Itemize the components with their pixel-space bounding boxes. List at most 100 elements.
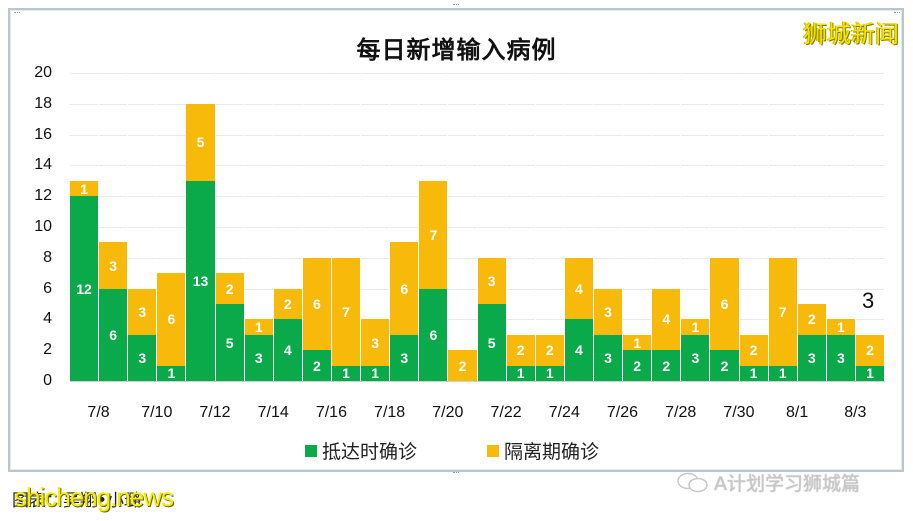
bar-segment-arrival: 1 [535,365,564,381]
x-tick-label: 7/28 [665,404,697,421]
bar-segment-quarantine: 2 [506,334,535,366]
y-tick-label: 8 [43,248,52,266]
legend-swatch-green-icon [305,444,317,457]
bar-segment-quarantine: 1 [70,181,99,197]
bar-segment-arrival: 1 [506,365,535,381]
bar-segment-quarantine: 2 [448,350,477,381]
bar-segment-arrival: 12 [70,196,99,381]
bar-segment-arrival: 6 [419,288,448,381]
bar-segment-quarantine: 3 [99,242,128,289]
y-tick-label: 14 [34,156,52,174]
wechat-icon [677,472,708,492]
legend-label: 抵达时确诊 [322,441,418,463]
bar-segment-quarantine: 4 [652,288,681,351]
bar-segment-quarantine: 2 [739,334,768,366]
bar-segment-arrival: 3 [390,334,419,381]
legend-swatch-yellow-icon [487,444,500,457]
resize-handle-bottom[interactable] [453,472,459,476]
resize-handle-top-right[interactable] [894,12,900,16]
bar-segment-quarantine: 3 [128,288,157,335]
bar-segment-arrival: 6 [99,288,128,381]
bar-segment-arrival: 1 [768,365,797,381]
bar-segment-quarantine: 7 [331,257,361,366]
bar-series: 12 1 6 3 3 3 1 6 13 5 5 2 3 1 4 2 2 6 1 7 1 3 3 6 6 7 2 5 3 1 2 1 2 4 4 3 3 2… [70,73,886,381]
chart-title: 每日新增输入病例 [356,36,557,64]
legend-item-quarantine: 隔离期确诊 [487,437,599,464]
bar-segment-quarantine: 6 [157,273,186,366]
y-tick-label: 0 [43,372,52,389]
bar-segment-quarantine: 6 [710,257,739,351]
x-tick-label: 7/26 [606,404,639,421]
y-tick-label: 2 [43,341,52,359]
bar-7-21: 2 [448,73,478,381]
x-tick-label: 8/1 [786,404,809,421]
bar-segment-quarantine: 2 [273,288,302,320]
bar-segment-quarantine: 3 [361,319,390,366]
x-tick-label: 7/22 [490,404,522,421]
bar-segment-arrival: 5 [215,304,244,381]
bar-segment-arrival: 3 [681,334,710,381]
y-tick-label: 6 [43,279,52,297]
bar-segment-quarantine: 1 [244,319,273,335]
plot-area: 12 1 6 3 3 3 1 6 13 5 5 2 3 1 4 2 2 6 1 7 1 3 3 6 6 7 2 5 3 1 2 1 2 4 4 3 3 2… [70,73,886,381]
resize-handle-top[interactable] [453,4,459,8]
resize-handle-top-left[interactable] [14,12,20,16]
legend-item-arrival: 抵达时确诊 [305,437,417,464]
bar-segment-arrival: 3 [128,334,157,381]
bar-segment-arrival: 3 [797,334,826,381]
bar-segment-arrival: 2 [710,350,739,381]
x-tick-label: 7/30 [723,404,755,421]
bar-segment-arrival: 13 [186,180,215,381]
x-tick-label: 7/8 [87,404,110,421]
x-tick-label: 8/3 [844,404,867,421]
bar-segment-quarantine: 7 [768,257,797,366]
legend: 抵达时确诊 隔离期确诊 [305,437,599,464]
bar-segment-arrival: 4 [564,319,593,381]
bar-segment-arrival: 1 [331,365,361,381]
bar-segment-quarantine: 2 [535,334,564,366]
wechat-watermark: A计划学习狮城篇 [676,469,860,496]
bar-segment-arrival: 3 [826,334,855,381]
chart-frame [8,4,904,473]
bar-segment-quarantine: 7 [419,180,448,289]
bar-segment-arrival: 2 [652,350,681,381]
bar-segment-quarantine: 6 [390,242,419,335]
bar-7-12: 13 5 [186,73,216,381]
bar-segment-quarantine: 6 [302,257,331,351]
y-tick-label: 20 [34,64,52,81]
bar-segment-quarantine: 2 [855,334,885,366]
bar-segment-arrival: 2 [623,350,652,381]
x-tick-label: 7/14 [257,404,289,421]
x-tick-label: 7/16 [315,404,347,421]
bar-segment-quarantine: 2 [797,304,826,335]
bar-segment-arrival: 3 [244,334,273,381]
chart-caption: 图表：吴翔•小璐 [12,491,142,511]
y-tick-label: 18 [34,94,52,112]
bar-segment-arrival: 2 [302,350,331,381]
bar-segment-arrival: 3 [593,334,623,381]
x-tick-label: 7/20 [432,404,464,421]
x-tick-label: 7/12 [199,404,231,421]
x-tick-label: 7/24 [548,404,580,421]
bar-segment-quarantine: 3 [477,257,506,304]
